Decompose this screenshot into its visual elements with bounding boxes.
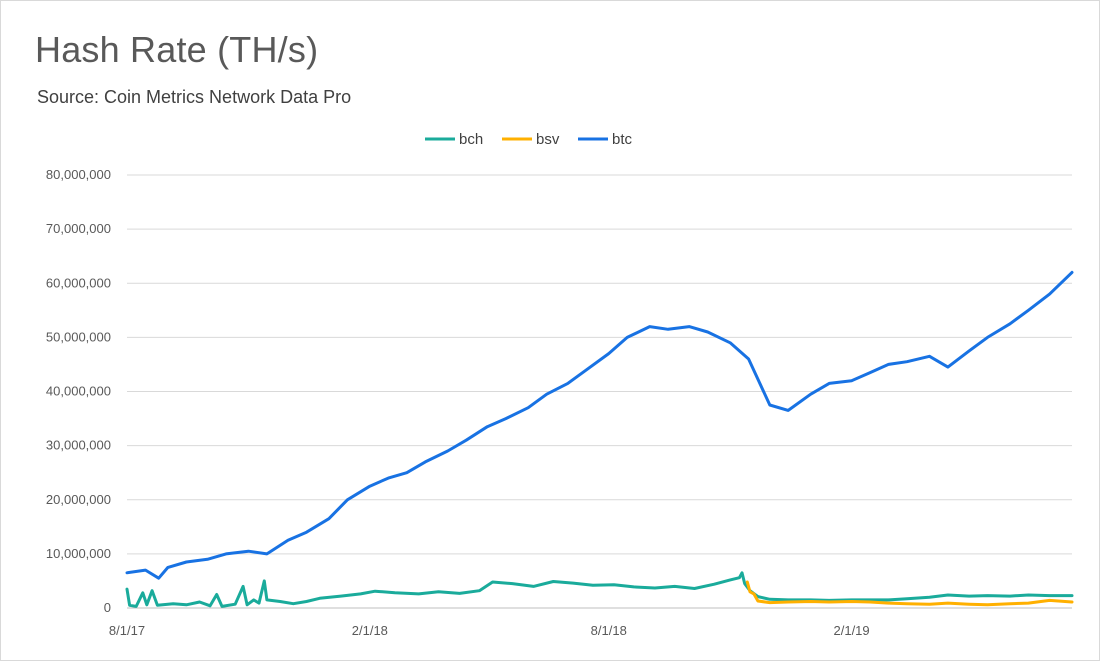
y-axis-ticks: 0 10,000,000 20,000,000 30,000,000 40,000,00… xyxy=(46,167,111,615)
legend-label-btc: btc xyxy=(612,131,633,148)
y-tick-label: 30,000,000 xyxy=(46,438,111,453)
series-line-bch xyxy=(125,571,1074,608)
y-tick-label: 40,000,000 xyxy=(46,384,111,399)
x-tick-label: 8/1/18 xyxy=(591,623,627,638)
y-tick-label: 0 xyxy=(104,600,111,615)
gridlines xyxy=(127,174,1072,609)
y-tick-label: 50,000,000 xyxy=(46,329,111,344)
y-tick-label: 60,000,000 xyxy=(46,275,111,290)
legend-label-bch: bch xyxy=(459,131,483,148)
x-axis-ticks: 8/1/17 2/1/18 8/1/18 2/1/19 xyxy=(109,623,870,638)
legend-label-bsv: bsv xyxy=(536,131,560,148)
x-tick-label: 2/1/18 xyxy=(352,623,388,638)
x-tick-label: 8/1/17 xyxy=(109,623,145,638)
y-tick-label: 70,000,000 xyxy=(46,221,111,236)
chart-title: Hash Rate (TH/s) xyxy=(35,29,319,70)
chart-subtitle: Source: Coin Metrics Network Data Pro xyxy=(37,87,352,107)
series-line-btc xyxy=(125,270,1074,580)
series-line-bsv xyxy=(745,580,1074,607)
legend: bch bsv btc xyxy=(425,131,633,148)
y-tick-label: 20,000,000 xyxy=(46,492,111,507)
y-tick-label: 80,000,000 xyxy=(46,167,111,182)
series-lines xyxy=(125,270,1074,608)
y-tick-label: 10,000,000 xyxy=(46,546,111,561)
x-tick-label: 2/1/19 xyxy=(834,623,870,638)
